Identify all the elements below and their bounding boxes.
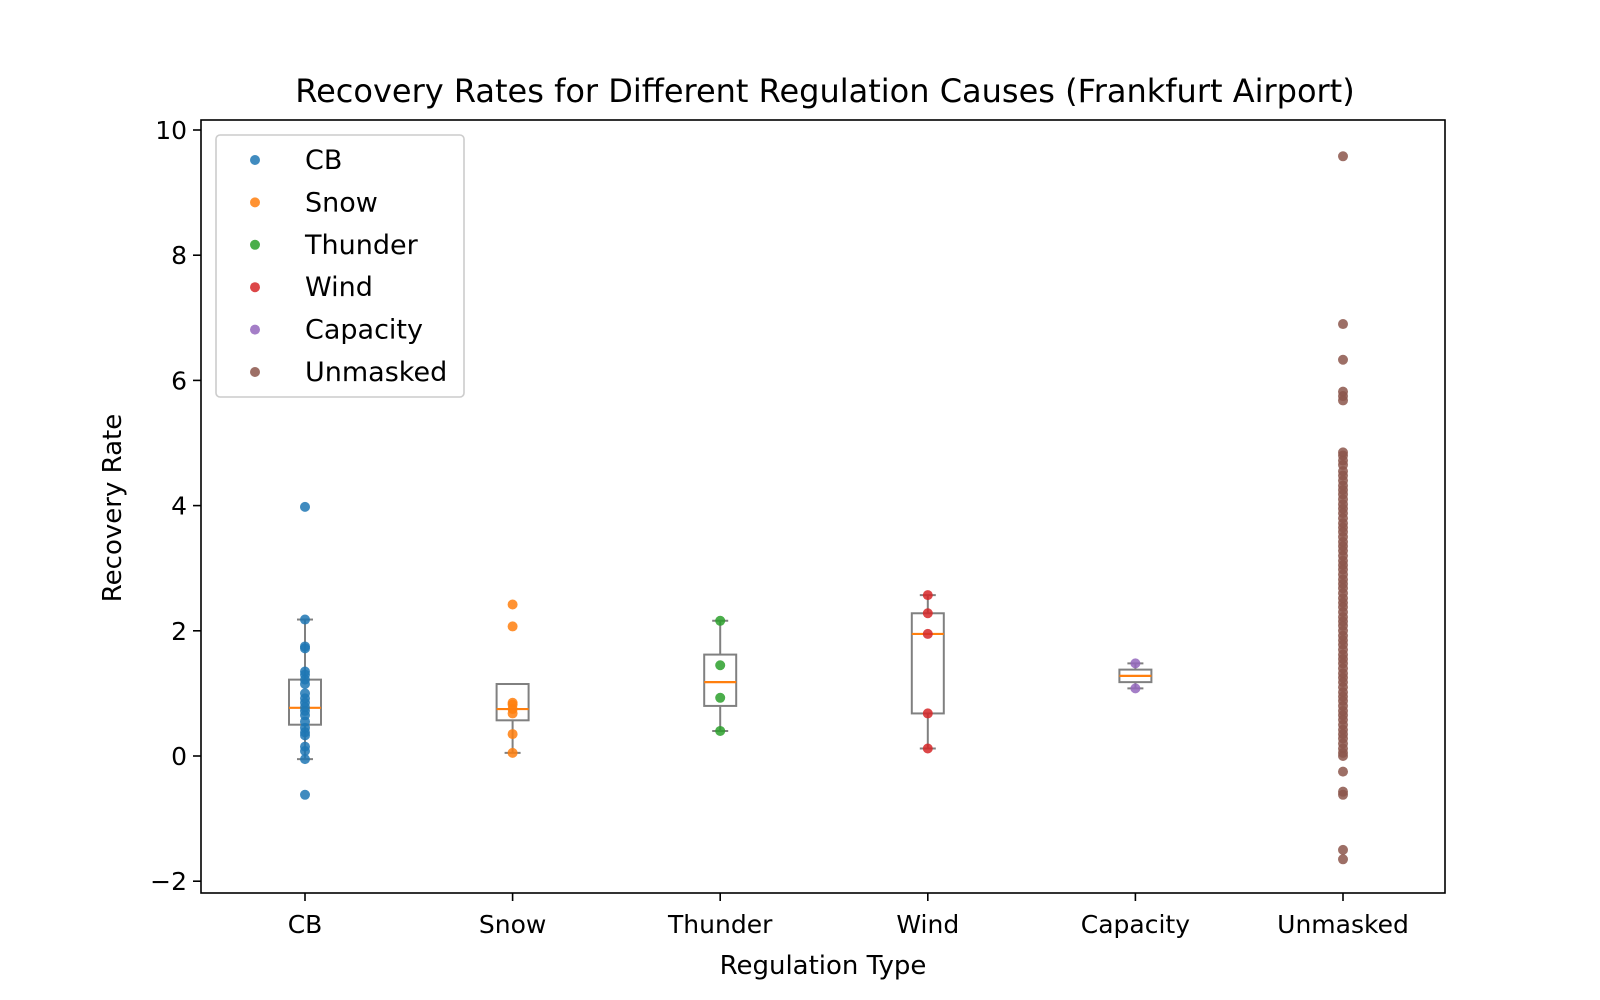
series-group	[495, 599, 530, 758]
data-point	[1338, 151, 1348, 162]
data-point	[922, 590, 933, 601]
plot-frame	[200, 119, 1446, 894]
x-tick-label: Wind	[896, 910, 959, 939]
box-body	[495, 683, 530, 722]
legend-marker	[250, 324, 260, 335]
data-point	[300, 789, 310, 800]
data-point	[300, 754, 310, 765]
data-point	[1338, 751, 1348, 761]
data-point	[300, 745, 310, 756]
y-tick-label: 10	[155, 116, 187, 145]
data-point	[507, 708, 518, 719]
legend-label: CB	[305, 145, 342, 176]
legend-label: Snow	[305, 187, 378, 218]
data-point	[1130, 658, 1141, 669]
series-group	[288, 501, 322, 800]
plot-area	[288, 151, 1348, 865]
series-group	[1338, 151, 1348, 865]
legend-marker	[250, 239, 260, 250]
axes: −2 0 2 4 6 8 10 CB Snow Thunder Wind Capacity Unmask…	[150, 116, 1409, 939]
data-point	[507, 621, 518, 632]
legend-label: Wind	[305, 272, 373, 303]
data-point	[715, 725, 726, 736]
data-point	[1338, 319, 1348, 330]
legend-frame	[215, 134, 465, 398]
data-point	[715, 615, 726, 626]
data-point	[1338, 789, 1348, 800]
data-point	[300, 643, 310, 654]
data-point	[507, 599, 518, 610]
data-point	[507, 747, 518, 758]
y-tick-label: 0	[171, 742, 187, 771]
data-point	[715, 692, 726, 703]
data-point	[300, 614, 310, 625]
legend-marker	[250, 197, 260, 208]
data-point	[507, 729, 518, 740]
x-tick-label: Unmasked	[1277, 910, 1409, 939]
chart-title: Recovery Rates for Different Regulation …	[295, 72, 1354, 110]
x-axis-title: Regulation Type	[720, 951, 927, 981]
legend-marker	[250, 282, 260, 293]
data-point	[300, 730, 310, 741]
series-group	[703, 615, 738, 736]
data-point	[1130, 683, 1141, 694]
y-tick-label: 4	[171, 492, 187, 521]
legend-label: Thunder	[304, 230, 419, 261]
x-tick-label: CB	[288, 910, 323, 939]
x-tick-label: Capacity	[1081, 910, 1190, 939]
series-group	[910, 590, 945, 754]
data-point	[1338, 844, 1348, 855]
legend-marker	[250, 367, 260, 377]
data-point	[715, 660, 726, 671]
legend-label: Capacity	[305, 315, 423, 346]
x-tick-label: Snow	[479, 910, 546, 939]
legend: CB Snow Thunder Wind Capacity Unmasked	[215, 134, 465, 398]
box-body	[703, 653, 738, 707]
data-point	[1338, 766, 1348, 777]
series-group	[1118, 658, 1153, 694]
data-point	[1338, 854, 1348, 865]
y-tick-label: 8	[171, 241, 187, 270]
data-point	[300, 679, 310, 690]
y-tick-label: 6	[171, 366, 187, 395]
data-point	[922, 608, 933, 619]
data-point	[300, 501, 310, 512]
x-tick-label: Thunder	[667, 910, 773, 939]
data-point	[1338, 395, 1348, 406]
legend-label: Unmasked	[305, 357, 447, 388]
y-tick-label: 2	[171, 617, 187, 646]
data-point	[1338, 354, 1348, 365]
y-tick-label: −2	[150, 867, 187, 896]
y-axis-title: Recovery Rate	[98, 414, 128, 602]
data-point	[922, 708, 933, 719]
data-point	[922, 628, 933, 639]
data-point	[922, 743, 933, 754]
legend-marker	[250, 155, 260, 165]
